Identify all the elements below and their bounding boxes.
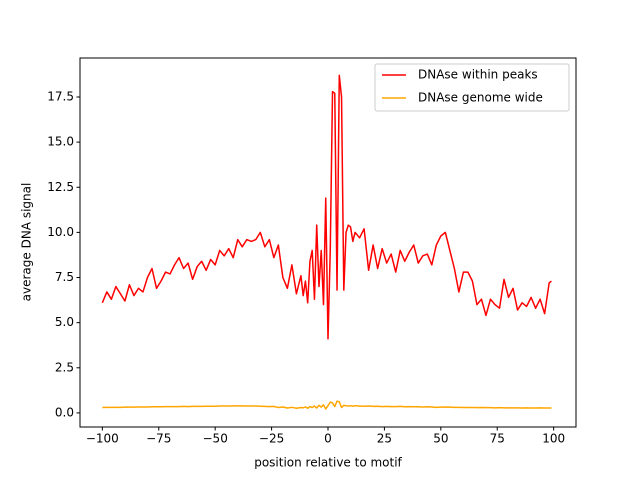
legend-label: DNAse within peaks — [418, 68, 538, 82]
y-tick-label: 17.5 — [47, 89, 74, 103]
x-tick-label: 50 — [433, 432, 448, 446]
plot-frame — [79, 57, 577, 428]
data-line — [101, 74, 552, 340]
legend-box — [374, 63, 570, 112]
x-tick-label: −25 — [259, 432, 284, 446]
data-line — [102, 400, 552, 410]
x-axis-label: position relative to motif — [254, 456, 402, 470]
x-tick-label: −50 — [203, 432, 228, 446]
x-tick-label: 0 — [324, 432, 332, 446]
x-tick-label: 75 — [490, 432, 505, 446]
y-tick-label: 5.0 — [55, 315, 74, 329]
y-tick-label: 15.0 — [47, 135, 74, 149]
x-tick-label: −75 — [146, 432, 171, 446]
y-tick-label: 12.5 — [47, 180, 74, 194]
y-tick-label: 7.5 — [55, 270, 74, 284]
x-tick-label: 100 — [542, 432, 565, 446]
y-tick-label: 2.5 — [55, 360, 74, 374]
y-tick-label: 10.0 — [47, 225, 74, 239]
legend-label: DNAse genome wide — [418, 91, 543, 105]
x-tick-label: 25 — [377, 432, 392, 446]
y-tick-label: 0.0 — [55, 405, 74, 419]
x-tick-label: −100 — [86, 432, 119, 446]
y-axis-label: average DNA signal — [20, 183, 34, 302]
